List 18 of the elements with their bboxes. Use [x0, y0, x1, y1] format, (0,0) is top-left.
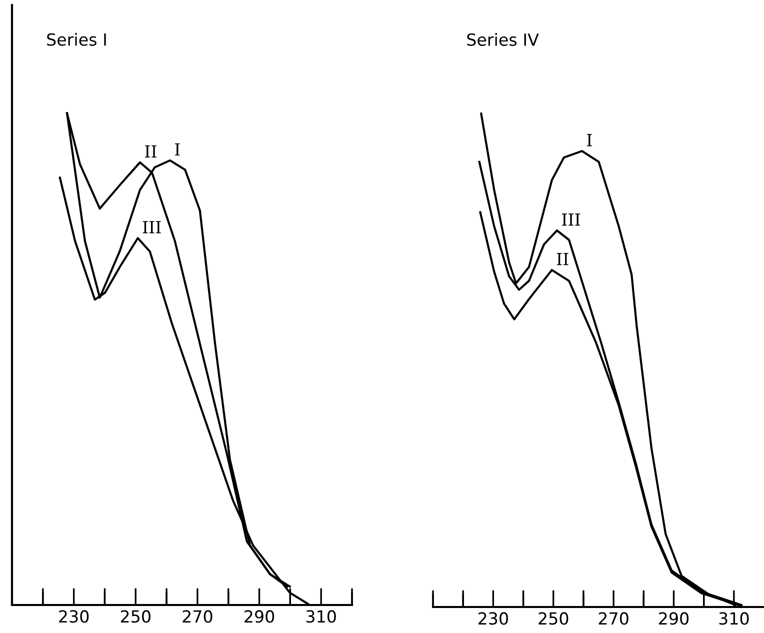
series-label: II	[145, 145, 156, 158]
series-label: III	[562, 213, 580, 226]
x-tick-label: 310	[306, 610, 336, 623]
x-tick-label: 290	[244, 610, 274, 623]
x-tick-label: 270	[598, 612, 628, 625]
x-tick-label: 250	[120, 610, 150, 623]
x-tick-label: 310	[719, 612, 749, 625]
series-label: III	[142, 221, 161, 234]
x-tick-label: 270	[182, 610, 212, 623]
series-label: II	[556, 252, 568, 266]
series-label: I	[587, 134, 592, 146]
chart-title: Series I	[47, 32, 106, 46]
series-label: I	[175, 143, 180, 156]
x-tick-label: 290	[659, 612, 689, 625]
x-tick-label: 250	[538, 612, 568, 625]
chart-title: Series IV	[467, 33, 539, 46]
x-tick-label: 230	[478, 612, 508, 625]
x-tick-label: 230	[59, 610, 89, 623]
